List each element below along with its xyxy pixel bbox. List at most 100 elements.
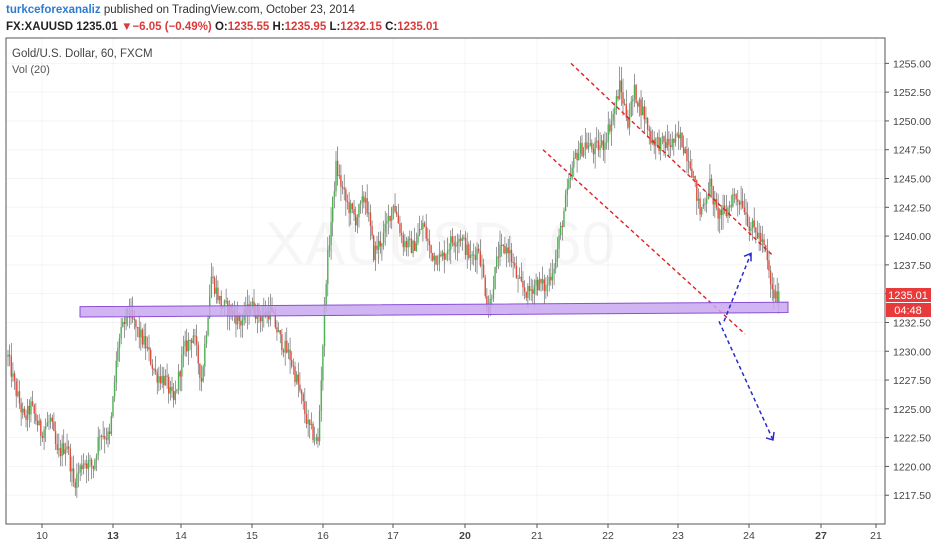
bar-countdown-tag: 04:48: [886, 303, 931, 317]
candle-body: [429, 241, 430, 245]
candle-body: [660, 138, 661, 151]
candle-body: [737, 199, 738, 202]
candle-body: [306, 414, 307, 424]
candle-body: [134, 319, 135, 321]
candle-body: [586, 142, 587, 148]
candle-body: [140, 330, 141, 338]
last-price: 1235.01: [76, 21, 118, 33]
candle-body: [457, 242, 458, 246]
last-price-tag: 1235.01: [886, 288, 931, 302]
candle-body: [84, 464, 85, 465]
candle-body: [88, 460, 89, 468]
candle-body: [430, 245, 431, 253]
candle-body: [535, 280, 536, 285]
candle-body: [448, 250, 449, 251]
candle-body: [614, 108, 615, 114]
candle-body: [348, 202, 349, 213]
candle-body: [334, 191, 335, 196]
candle-body: [171, 387, 172, 391]
candle-body: [55, 431, 56, 444]
candle-body: [568, 180, 569, 189]
candle-body: [378, 241, 379, 250]
price-chart[interactable]: XAUUSD, 60 1217.501220.001222.501225.001…: [0, 37, 932, 550]
candle-body: [439, 254, 440, 264]
candle-body: [216, 288, 217, 294]
candle-body: [593, 149, 594, 154]
price-tick-label: 1217.50: [893, 490, 931, 502]
candle-body: [537, 280, 538, 290]
candle-body: [335, 161, 336, 191]
price-tick-label: 1242.50: [893, 202, 931, 214]
candle-body: [53, 422, 54, 431]
candle-body: [150, 350, 151, 365]
candle-body: [401, 233, 402, 235]
price-tag-text: 1235.01: [888, 290, 928, 302]
candle-body: [193, 336, 194, 343]
candle-body: [363, 196, 364, 202]
candle-body: [98, 437, 99, 455]
candle-body: [301, 390, 302, 394]
author-link[interactable]: turkceforexanaliz: [6, 4, 101, 16]
candle-body: [25, 415, 26, 420]
candle-body: [617, 96, 618, 99]
candle-body: [634, 85, 635, 99]
candle-body: [422, 223, 423, 229]
candle-body: [685, 149, 686, 153]
candle-body: [183, 347, 184, 355]
candle-body: [225, 301, 226, 302]
candle-body: [558, 235, 559, 249]
candle-body: [332, 197, 333, 222]
candle-body: [120, 327, 121, 338]
candle-body: [319, 411, 320, 441]
candle-body: [468, 244, 469, 258]
candle-body: [30, 401, 31, 414]
candle-body: [619, 80, 620, 98]
candle-body: [157, 372, 158, 382]
price-tick-label: 1255.00: [893, 58, 931, 70]
candle-body: [773, 289, 774, 298]
candle-body: [38, 420, 39, 425]
candle-body: [353, 209, 354, 215]
candle-body: [152, 364, 153, 368]
candle-body: [75, 482, 76, 488]
countdown-text: 04:48: [894, 305, 922, 317]
candle-body: [690, 162, 691, 169]
candle-body: [585, 142, 586, 147]
candle-body: [588, 146, 589, 149]
candle-body: [116, 361, 117, 383]
candle-body: [368, 213, 369, 214]
candle-body: [325, 284, 326, 304]
candle-body: [544, 279, 545, 291]
open-value: 1235.55: [228, 21, 270, 33]
candle-body: [16, 381, 17, 396]
candle-body: [578, 154, 579, 161]
candle-body: [73, 468, 74, 482]
candle-body: [688, 161, 689, 162]
candle-body: [122, 322, 123, 327]
candle-body: [303, 394, 304, 401]
candle-body: [366, 198, 367, 213]
candle-body: [701, 207, 702, 214]
candle-body: [493, 289, 494, 299]
candle-body: [35, 414, 36, 421]
candle-body: [383, 233, 384, 244]
candle-body: [407, 239, 408, 248]
time-tick-label: 27: [815, 530, 827, 542]
candle-body: [350, 203, 351, 213]
candle-body: [165, 376, 166, 386]
candle-body: [470, 255, 471, 258]
candle-body: [621, 80, 622, 92]
candle-body: [294, 366, 295, 382]
candle-body: [66, 446, 67, 449]
candle-body: [406, 241, 407, 247]
candle-body: [642, 106, 643, 115]
candle-body: [627, 118, 628, 128]
candle-body: [499, 245, 500, 258]
candle-body: [166, 376, 167, 377]
candle-body: [365, 198, 366, 202]
candle-body: [557, 249, 558, 258]
candle-body: [445, 254, 446, 259]
symbol-ticker[interactable]: FX:XAUUSD: [6, 21, 73, 33]
candle-body: [676, 134, 677, 135]
time-tick-label: 22: [602, 530, 614, 542]
